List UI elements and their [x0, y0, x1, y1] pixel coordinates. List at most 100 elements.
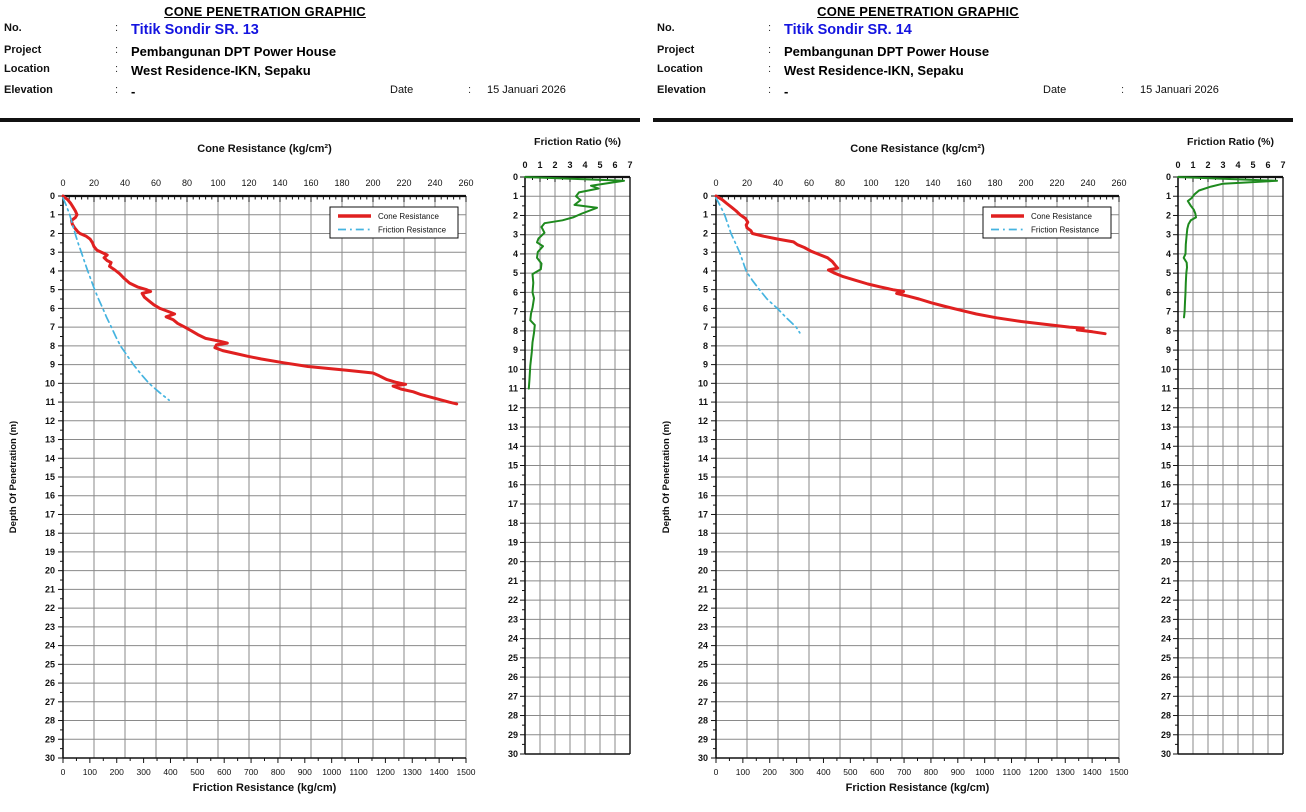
- bottom-axis-tick-label: 500: [843, 767, 857, 777]
- depth-tick-label: 22: [698, 603, 708, 613]
- depth-tick-label: 23: [45, 622, 55, 632]
- depth-tick-label: 9: [50, 360, 55, 370]
- depth-tick-label: 11: [508, 384, 518, 394]
- field-separator: :: [115, 44, 119, 56]
- depth-tick-label: 22: [1161, 595, 1171, 605]
- depth-tick-label: 0: [703, 191, 708, 201]
- depth-tick-label: 24: [508, 634, 518, 644]
- bottom-axis-tick-label: 200: [763, 767, 777, 777]
- top-axis-tick-label: 220: [1049, 178, 1064, 188]
- top-axis-tick-label: 180: [987, 178, 1002, 188]
- depth-tick-label: 24: [45, 641, 55, 651]
- field-separator: :: [768, 63, 772, 75]
- depth-tick-label: 11: [1161, 384, 1171, 394]
- top-axis-tick-label: 60: [804, 178, 814, 188]
- depth-tick-label: 17: [698, 509, 708, 519]
- depth-tick-label: 1: [50, 210, 55, 220]
- depth-tick-label: 8: [703, 341, 708, 351]
- depth-tick-label: 14: [1161, 441, 1171, 451]
- depth-tick-label: 18: [45, 528, 55, 538]
- depth-tick-label: 9: [703, 360, 708, 370]
- legend: Cone Resistance Friction Resistance: [329, 206, 459, 239]
- top-axis-tick-label: 200: [1018, 178, 1033, 188]
- field-location-label: Location: [4, 63, 50, 75]
- depth-axis-ticks: [711, 195, 716, 759]
- depth-tick-label: 30: [45, 753, 55, 763]
- date-label: Date: [1043, 84, 1067, 96]
- depth-axis-ticks: [1173, 176, 1178, 755]
- depth-tick-label: 27: [45, 697, 55, 707]
- x-axis-title: Friction Ratio (%): [1187, 136, 1274, 148]
- depth-tick-label: 26: [698, 678, 708, 688]
- cone-penetration-chart-sr14: 0 20 40 60 80 100 120 140 160 180 200 220 240 260Cone…: [661, 143, 1129, 794]
- depth-tick-label: 15: [1161, 461, 1171, 471]
- top-axis-tick-label: 220: [396, 178, 411, 188]
- depth-tick-label: 15: [698, 472, 708, 482]
- depth-tick-label: 8: [513, 326, 518, 336]
- cone-resistance-line: [61, 194, 459, 406]
- depth-tick-label: 14: [508, 441, 518, 451]
- legend-label-cone-resistance: Cone Resistance: [378, 212, 439, 221]
- bottom-axis-tick-label: 600: [217, 767, 231, 777]
- depth-tick-label: 21: [1161, 576, 1171, 586]
- header-divider: [653, 118, 1293, 122]
- depth-tick-label: 29: [698, 734, 708, 744]
- depth-tick-label: 4: [50, 266, 55, 276]
- gridlines: [63, 196, 467, 759]
- gridlines: [525, 177, 630, 755]
- field-elevation-value: -: [131, 84, 136, 99]
- depth-tick-label: 27: [698, 697, 708, 707]
- friction-resistance-line: [62, 197, 170, 402]
- depth-tick-label: 0: [513, 172, 518, 182]
- top-axis-tick-label: 100: [863, 178, 878, 188]
- depth-tick-label: 12: [508, 403, 518, 413]
- friction-ratio-line: [1177, 176, 1278, 319]
- depth-tick-label: 24: [1161, 634, 1171, 644]
- depth-tick-label: 4: [513, 249, 518, 259]
- depth-tick-label: 8: [50, 341, 55, 351]
- depth-tick-label: 18: [1161, 518, 1171, 528]
- field-no: No. : Titik Sondir SR. 14: [653, 22, 1306, 40]
- depth-tick-label: 13: [508, 422, 518, 432]
- bottom-axis-tick-label: 300: [790, 767, 804, 777]
- bottom-axis-tick-label: 500: [190, 767, 204, 777]
- depth-tick-label: 30: [698, 753, 708, 763]
- depth-tick-label: 27: [508, 691, 518, 701]
- depth-tick-label: 13: [698, 435, 708, 445]
- top-axis-tick-label: 160: [303, 178, 318, 188]
- depth-tick-label: 25: [508, 653, 518, 663]
- bottom-axis-tick-label: 1400: [1083, 767, 1102, 777]
- bottom-axis-tick-label: 0: [714, 767, 719, 777]
- depth-tick-label: 5: [50, 285, 55, 295]
- depth-tick-label: 27: [1161, 691, 1171, 701]
- field-separator: :: [768, 84, 772, 96]
- depth-tick-label: 9: [513, 345, 518, 355]
- depth-tick-label: 15: [508, 461, 518, 471]
- field-location: Location : West Residence-IKN, Sepaku: [653, 63, 1306, 81]
- field-elevation-label: Elevation: [657, 84, 706, 96]
- depth-tick-label: 10: [1161, 364, 1171, 374]
- bottom-axis-tick-label: 1500: [457, 767, 476, 777]
- depth-tick-label: 6: [50, 303, 55, 313]
- depth-tick-label: 21: [698, 584, 708, 594]
- depth-tick-label: 25: [1161, 653, 1171, 663]
- depth-tick-label: 17: [1161, 499, 1171, 509]
- depth-tick-label: 5: [1166, 268, 1171, 278]
- depth-tick-label: 28: [45, 716, 55, 726]
- depth-tick-label: 16: [45, 491, 55, 501]
- depth-tick-label: 13: [45, 435, 55, 445]
- x-axis-tick-label: 7: [1280, 160, 1285, 170]
- friction-resistance-line: [715, 197, 801, 334]
- bottom-axis-tick-label: 100: [83, 767, 97, 777]
- bottom-axis-ticks: [62, 758, 467, 763]
- top-axis-tick-label: 160: [956, 178, 971, 188]
- top-axis-tick-label: 80: [182, 178, 192, 188]
- top-axis-tick-label: 240: [427, 178, 442, 188]
- depth-axis-title: Depth Of Penetration (m): [661, 421, 672, 533]
- depth-tick-label: 12: [45, 416, 55, 426]
- x-axis-tick-label: 0: [1175, 160, 1180, 170]
- depth-tick-label: 0: [50, 191, 55, 201]
- top-axis-tick-label: 20: [89, 178, 99, 188]
- depth-tick-label: 18: [698, 528, 708, 538]
